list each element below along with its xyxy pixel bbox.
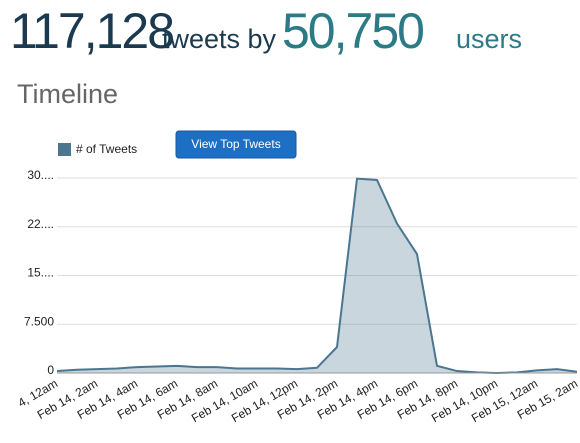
section-title: Timeline — [17, 79, 118, 109]
view-top-tweets-button[interactable] — [175, 130, 297, 159]
y-tick-label: 22.... — [27, 217, 54, 231]
y-tick-label: 30.... — [27, 168, 54, 182]
button-label[interactable]: View Top Tweets — [191, 137, 280, 151]
tweet-count: 117,128 — [10, 3, 173, 59]
tweets-by: tweets by — [162, 24, 277, 54]
user-count: 50,750 — [282, 3, 423, 59]
y-tick-label: 15.... — [27, 266, 54, 280]
users-label: users — [456, 24, 522, 54]
legend-label: # of Tweets — [76, 142, 137, 156]
y-tick-label: 0 — [47, 363, 54, 377]
y-tick-label: 7.500 — [24, 314, 54, 328]
legend-swatch — [58, 143, 71, 156]
